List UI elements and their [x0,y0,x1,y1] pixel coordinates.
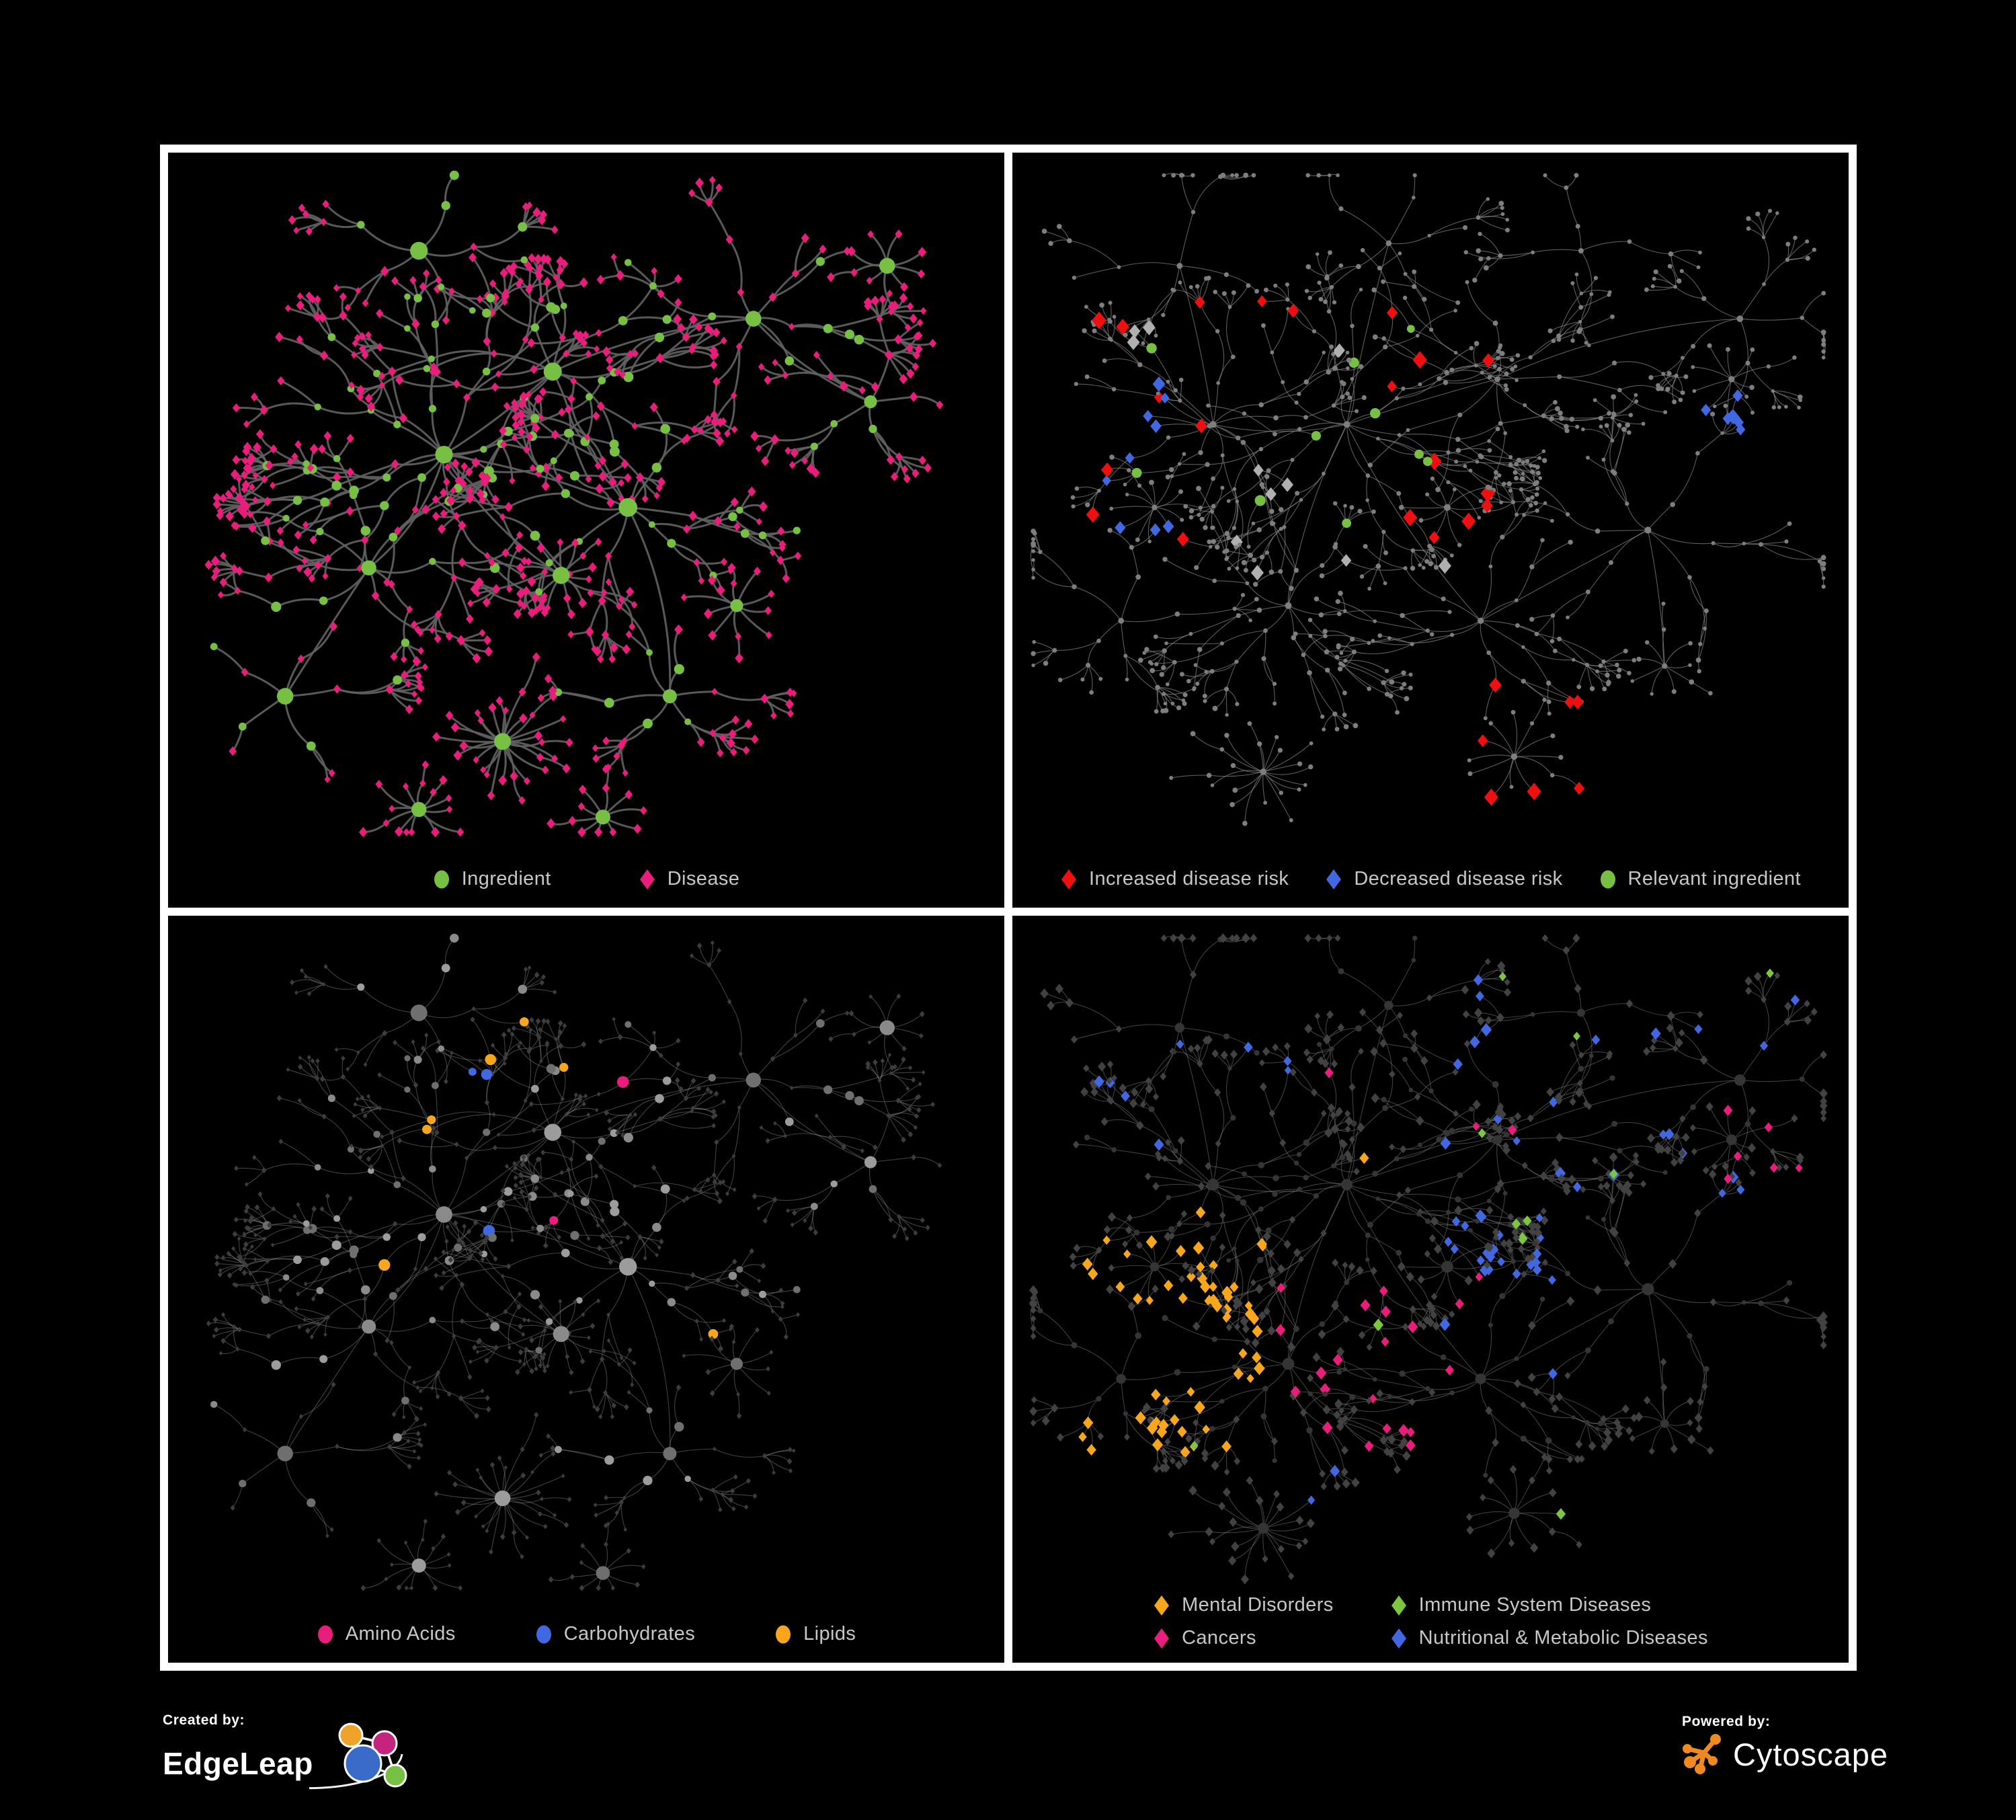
legend-circle-marker-icon [1600,870,1615,888]
legend-item: Lipids [774,1623,856,1645]
legend-diamond-marker-icon [639,869,655,889]
legend-item: Ingredient [433,868,551,890]
legend-label: Relevant ingredient [1627,868,1802,889]
disease-risk-legend: Increased disease risk Decreased disease … [1012,868,1849,890]
legend-label: Increased disease risk [1088,868,1289,889]
legend-diamond-marker-icon [1154,1595,1170,1616]
edgeleap-wordmark: EdgeLeap [163,1746,313,1781]
disease-class-network-graph [1029,933,1828,1585]
disease-risk-network-graph [1030,172,1826,826]
created-by-label: Created by: [163,1712,245,1728]
powered-by-label: Powered by: [1682,1714,1771,1729]
legend-label: Mental Disorders [1182,1594,1334,1616]
legend-label: Carbohydrates [563,1623,696,1645]
panel-disease-risk: Increased disease risk Decreased disease … [1012,153,1849,908]
legend-circle-marker-icon [434,870,449,888]
legend-item: Immune System Diseases [1390,1594,1708,1616]
legend-diamond-marker-icon [1391,1628,1406,1649]
legend-label: Cancers [1182,1627,1256,1649]
legend-item: Increased disease risk [1060,868,1289,890]
powered-by-block: Powered by: Cytoscape [1682,1714,1888,1776]
legend-item: Mental Disorders [1153,1594,1334,1616]
cytoscape-network-icon [1683,1734,1721,1774]
panel-ingredient-disease: Ingredient Disease [168,153,1004,908]
legend-item: Carbohydrates [535,1623,695,1645]
created-by-block: Created by: EdgeLeap [163,1712,410,1796]
legend-label: Immune System Diseases [1418,1594,1652,1616]
legend-item: Decreased disease risk [1325,868,1562,890]
legend-label: Ingredient [461,868,551,889]
ingredient-disease-network-graph [204,170,944,838]
legend-item: Cancers [1153,1627,1334,1649]
legend-label: Amino Acids [345,1623,456,1645]
disease-class-legend: Mental Disorders Immune System Diseases Ca… [1012,1594,1849,1649]
legend-label: Lipids [803,1623,856,1645]
panel-disease-classes: Mental Disorders Immune System Diseases Ca… [1012,916,1849,1663]
legend-diamond-marker-icon [1391,1595,1406,1616]
legend-item: Amino Acids [317,1623,456,1645]
legend-item: Nutritional & Metabolic Diseases [1390,1627,1708,1649]
panel-grid: Ingredient Disease Increased disease risk… [160,145,1857,1671]
legend-label: Nutritional & Metabolic Diseases [1418,1627,1708,1649]
legend-circle-marker-icon [317,1625,333,1643]
legend-item: Relevant ingredient [1599,868,1801,890]
cytoscape-wordmark: Cytoscape [1733,1736,1889,1772]
legend-diamond-marker-icon [1061,869,1076,889]
legend-diamond-marker-icon [1326,869,1342,889]
legend-label: Disease [667,868,740,889]
edgeleap-network-icon [309,1723,407,1790]
nutrient-class-legend: Amino Acids Carbohydrates Lipids [168,1623,1004,1645]
nutrient-class-network-graph [206,933,942,1591]
legend-circle-marker-icon [776,1625,791,1643]
ingredient-disease-legend: Ingredient Disease [168,868,1004,890]
legend-label: Decreased disease risk [1354,868,1563,889]
legend-item: Disease [639,868,740,890]
panel-nutrient-classes: Amino Acids Carbohydrates Lipids [168,916,1004,1663]
legend-circle-marker-icon [536,1625,551,1643]
legend-diamond-marker-icon [1154,1628,1170,1649]
